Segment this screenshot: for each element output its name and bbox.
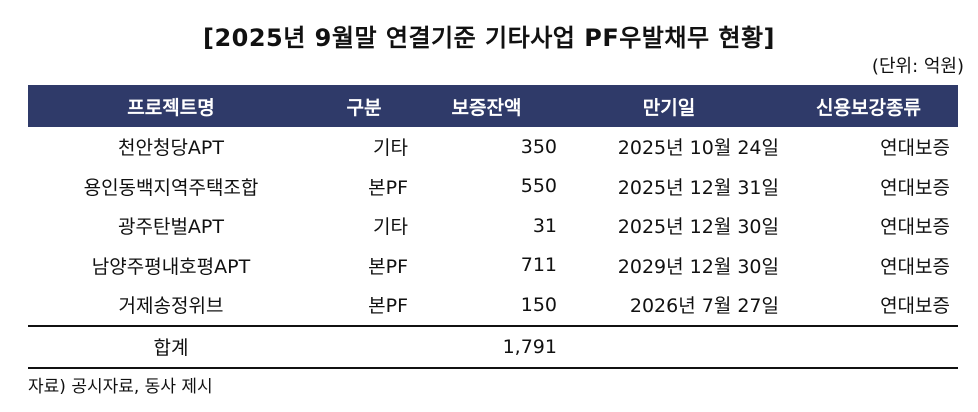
cell-maturity: 2025년 12월 31일 <box>617 176 779 199</box>
cell-guarantee: 연대보증 <box>880 176 950 199</box>
cell-project: 광주탄벌APT <box>118 216 224 239</box>
cell-guarantee: 연대보증 <box>880 295 950 318</box>
cell-balance: 550 <box>520 175 557 198</box>
cell-type: 기타 <box>373 137 408 160</box>
cell-project: 용인동백지역주택조합 <box>83 176 259 199</box>
table-row: 남양주평내호평APT 본PF 711 2029년 12월 30일 연대보증 <box>28 246 958 286</box>
cell-maturity: 2029년 12월 30일 <box>617 255 779 278</box>
cell-project: 남양주평내호평APT <box>91 255 251 278</box>
cell-guarantee: 연대보증 <box>880 216 950 239</box>
table-row: 용인동백지역주택조합 본PF 550 2025년 12월 31일 연대보증 <box>28 167 958 207</box>
cell-project: 거제송정위브 <box>118 295 224 318</box>
source-note: 자료) 공시자료, 동사 제시 <box>28 377 213 397</box>
cell-maturity: 2025년 12월 30일 <box>617 216 779 239</box>
cell-type: 본PF <box>368 255 408 278</box>
cell-type: 기타 <box>373 216 408 239</box>
column-header-maturity: 만기일 <box>559 85 779 127</box>
cell-balance: 150 <box>520 293 557 316</box>
cell-balance: 350 <box>520 135 557 158</box>
cell-guarantee: 연대보증 <box>880 255 950 278</box>
column-header-type: 구분 <box>314 85 414 127</box>
table-row: 거제송정위브 본PF 150 2026년 7월 27일 연대보증 <box>28 285 958 326</box>
total-maturity-empty <box>559 324 779 369</box>
unit-label: (단위: 억원) <box>871 56 964 77</box>
cell-balance: 31 <box>532 214 557 237</box>
table-row: 광주탄벌APT 기타 31 2025년 12월 30일 연대보증 <box>28 206 958 246</box>
total-row: 합계 1,791 <box>28 324 958 369</box>
cell-type: 본PF <box>368 295 408 318</box>
total-label: 합계 <box>28 324 314 369</box>
table-header-row: 프로젝트명 구분 보증잔액 만기일 신용보강종류 <box>28 85 958 127</box>
cell-project: 천안청당APT <box>118 137 224 160</box>
cell-type: 본PF <box>368 176 408 199</box>
cell-guarantee: 연대보증 <box>880 137 950 160</box>
pf-contingent-liability-table: 프로젝트명 구분 보증잔액 만기일 신용보강종류 천안청당APT 기타 350 … <box>28 85 958 369</box>
table-row: 천안청당APT 기타 350 2025년 10월 24일 연대보증 <box>28 127 958 167</box>
column-header-guarantee: 신용보강종류 <box>779 85 958 127</box>
cell-maturity: 2026년 7월 27일 <box>629 295 779 318</box>
column-header-balance: 보증잔액 <box>414 85 559 127</box>
total-balance: 1,791 <box>414 324 559 369</box>
table-title: [2025년 9월말 연결기준 기타사업 PF우발채무 현황] <box>202 24 776 52</box>
cell-maturity: 2025년 10월 24일 <box>617 137 779 160</box>
total-guarantee-empty <box>779 324 958 369</box>
total-type-empty <box>314 324 414 369</box>
column-header-project: 프로젝트명 <box>28 85 314 127</box>
cell-balance: 711 <box>520 254 557 277</box>
